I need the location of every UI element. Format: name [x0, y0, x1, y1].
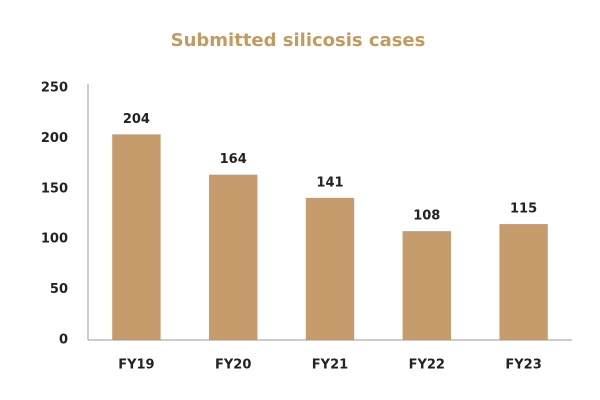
bar [112, 134, 161, 340]
data-label: 164 [220, 152, 247, 167]
data-label: 108 [413, 209, 440, 224]
data-label: 204 [123, 112, 150, 127]
bar [402, 231, 451, 340]
y-tick-label: 50 [50, 282, 68, 297]
x-tick-label: FY22 [409, 358, 445, 373]
x-tick-label: FY19 [118, 358, 154, 373]
x-tick-label: FY23 [505, 358, 541, 373]
x-tick-label: FY21 [312, 358, 348, 373]
x-tick-label: FY20 [215, 358, 251, 373]
y-tick-label: 200 [41, 131, 68, 146]
y-tick-label: 0 [59, 333, 68, 348]
data-label: 115 [510, 202, 537, 217]
bar [209, 174, 258, 340]
bar [499, 224, 548, 340]
y-tick-label: 100 [41, 232, 68, 247]
y-tick-label: 150 [41, 181, 68, 196]
bar [305, 197, 355, 340]
chart-title: Submitted silicosis cases [171, 30, 426, 51]
data-label: 141 [316, 175, 343, 190]
y-tick-label: 250 [41, 81, 68, 96]
